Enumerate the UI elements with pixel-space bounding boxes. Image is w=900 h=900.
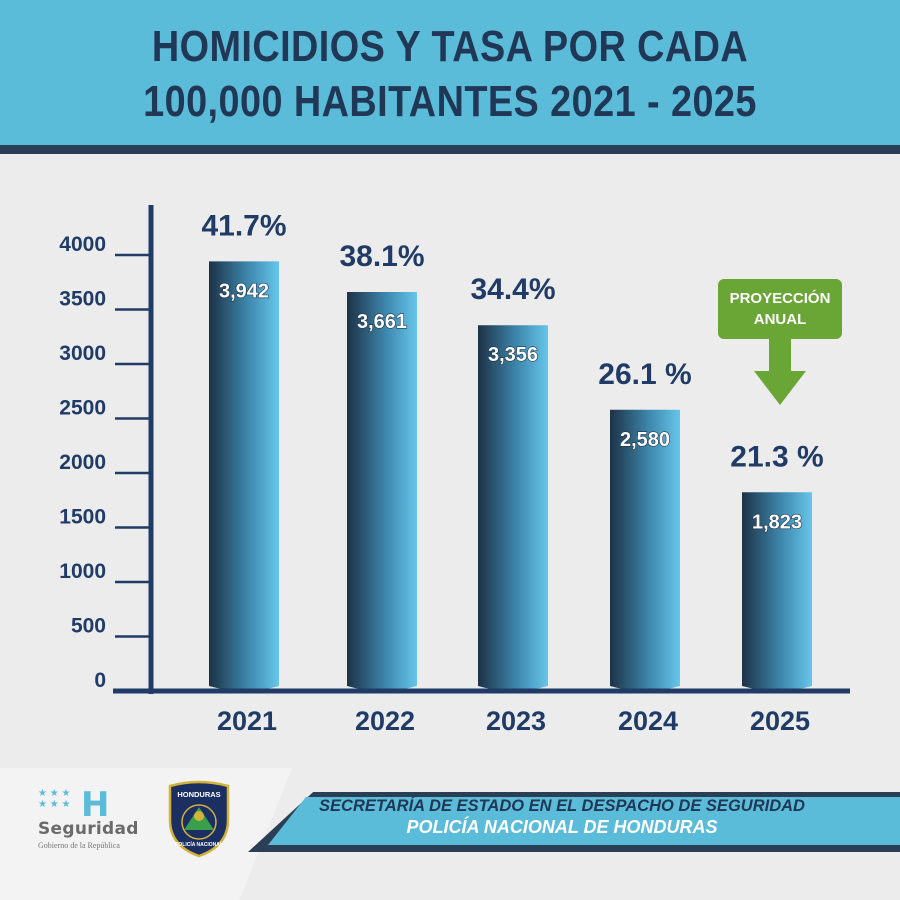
rate-label: 26.1 % xyxy=(598,358,691,391)
footer-bar xyxy=(268,797,900,845)
projection-annotation: PROYECCIÓN ANUAL xyxy=(718,279,842,405)
footer-police: POLICÍA NACIONAL DE HONDURAS xyxy=(406,817,718,837)
footer-logo-panel xyxy=(0,768,292,900)
badge-bottom-text: POLICÍA NACIONAL xyxy=(175,840,223,848)
y-tick-label: 3500 xyxy=(59,288,106,311)
y-tick-label: 4000 xyxy=(59,233,106,256)
header-divider xyxy=(0,145,900,154)
bar-2024 xyxy=(610,409,680,691)
projection-text-1: PROYECCIÓN xyxy=(730,289,831,307)
chart-title-line-2: 100,000 HABITANTES 2021 - 2025 xyxy=(143,77,757,126)
bar-2022 xyxy=(347,291,417,691)
x-tick-label: 2022 xyxy=(355,706,415,736)
projection-text-2: ANUAL xyxy=(754,311,807,328)
bar-value-label: 3,942 xyxy=(219,280,269,302)
bar-value-label: 2,580 xyxy=(620,429,670,451)
y-tick-label: 3000 xyxy=(59,342,106,365)
bar-2021 xyxy=(209,261,279,691)
x-tick-label: 2023 xyxy=(486,706,546,736)
y-tick-label: 1500 xyxy=(59,506,106,529)
y-tick-label: 0 xyxy=(94,669,106,692)
stars-icon: ★ ★ ★ ★ ★ ★ xyxy=(38,788,71,810)
bar-value-label: 1,823 xyxy=(752,511,802,533)
bar-value-label: 3,661 xyxy=(357,311,407,333)
header-banner xyxy=(0,0,900,145)
x-tick-label: 2024 xyxy=(618,706,678,736)
bar-2023 xyxy=(478,325,548,691)
y-tick-label: 1000 xyxy=(59,560,106,583)
chart-title-line-1: HOMICIDIOS Y TASA POR CADA xyxy=(151,22,749,71)
footer-ministry: SECRETARÍA DE ESTADO EN EL DESPACHO DE S… xyxy=(319,797,805,815)
seguridad-logo: ★ ★ ★ ★ ★ ★ H Seguridad Gobierno de la Re… xyxy=(35,785,155,855)
police-badge-icon: HONDURAS POLICÍA NACIONAL xyxy=(168,780,230,858)
down-arrow-icon xyxy=(754,338,806,405)
logo-letter: H xyxy=(81,785,110,825)
logo-subtitle: Gobierno de la República xyxy=(38,841,120,850)
y-tick-label: 2000 xyxy=(59,451,106,474)
rate-label: 34.4% xyxy=(470,273,555,306)
logo-word: Seguridad xyxy=(38,819,139,839)
bar-value-label: 3,356 xyxy=(488,344,538,366)
rate-label: 38.1% xyxy=(339,240,424,273)
bar-2025 xyxy=(742,492,812,691)
badge-top-text: HONDURAS xyxy=(177,790,220,799)
rate-label: 41.7% xyxy=(201,209,286,242)
x-tick-label: 2021 xyxy=(217,706,277,736)
rate-label: 21.3 % xyxy=(730,440,823,473)
projection-box xyxy=(718,279,842,339)
y-tick-label: 500 xyxy=(71,615,106,638)
y-tick-label: 2500 xyxy=(59,397,106,420)
x-tick-label: 2025 xyxy=(750,706,810,736)
